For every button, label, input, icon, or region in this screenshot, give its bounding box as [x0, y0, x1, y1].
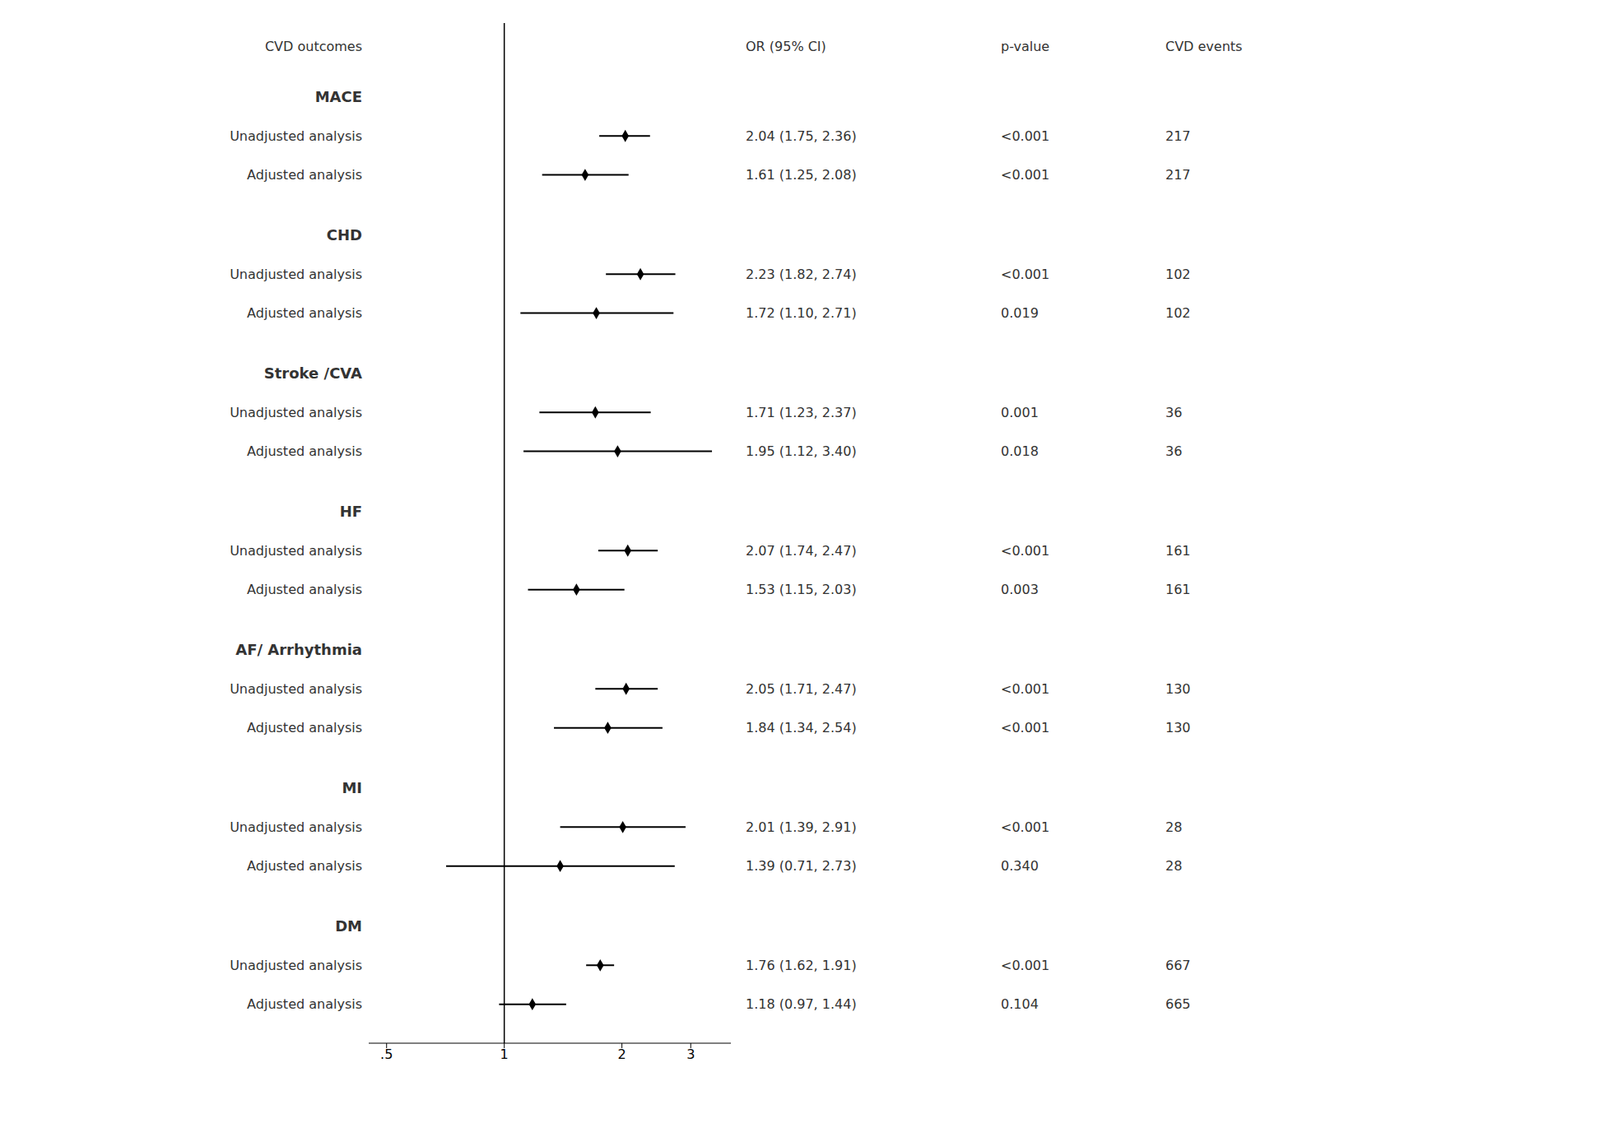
svg-text:Stroke /CVA: Stroke /CVA	[264, 364, 363, 382]
svg-text:Adjusted analysis: Adjusted analysis	[246, 858, 363, 875]
svg-text:MACE: MACE	[315, 88, 363, 106]
svg-text:1.95 (1.12, 3.40): 1.95 (1.12, 3.40)	[745, 443, 857, 460]
svg-text:Unadjusted analysis: Unadjusted analysis	[229, 266, 363, 283]
svg-text:1.61 (1.25, 2.08): 1.61 (1.25, 2.08)	[745, 167, 857, 183]
svg-text:1.84 (1.34, 2.54): 1.84 (1.34, 2.54)	[745, 720, 857, 736]
svg-text:2.04 (1.75, 2.36): 2.04 (1.75, 2.36)	[745, 128, 857, 145]
svg-text:Unadjusted analysis: Unadjusted analysis	[229, 404, 363, 421]
svg-text:<0.001: <0.001	[1000, 681, 1050, 698]
svg-text:<0.001: <0.001	[1000, 720, 1050, 736]
svg-text:Adjusted analysis: Adjusted analysis	[246, 167, 363, 183]
svg-text:2.05 (1.71, 2.47): 2.05 (1.71, 2.47)	[745, 681, 857, 698]
svg-text:<0.001: <0.001	[1000, 128, 1050, 145]
svg-text:Unadjusted analysis: Unadjusted analysis	[229, 819, 363, 836]
svg-text:DM: DM	[334, 917, 363, 935]
svg-text:28: 28	[1165, 819, 1182, 836]
svg-text:0.001: 0.001	[1000, 404, 1039, 421]
svg-text:<0.001: <0.001	[1000, 167, 1050, 183]
svg-text:1.53 (1.15, 2.03): 1.53 (1.15, 2.03)	[745, 581, 857, 598]
svg-text:CVD events: CVD events	[1165, 38, 1242, 55]
svg-text:CHD: CHD	[326, 226, 363, 244]
svg-text:Adjusted analysis: Adjusted analysis	[246, 443, 363, 460]
svg-text:<0.001: <0.001	[1000, 819, 1050, 836]
svg-text:36: 36	[1165, 404, 1182, 421]
svg-text:Adjusted analysis: Adjusted analysis	[246, 581, 363, 598]
svg-text:130: 130	[1165, 681, 1191, 698]
svg-text:217: 217	[1165, 167, 1191, 183]
svg-text:HF: HF	[339, 502, 363, 521]
svg-text:1.39 (0.71, 2.73): 1.39 (0.71, 2.73)	[745, 858, 857, 875]
svg-text:161: 161	[1165, 581, 1191, 598]
svg-text:Adjusted analysis: Adjusted analysis	[246, 305, 363, 321]
svg-text:0.019: 0.019	[1000, 305, 1039, 321]
svg-text:665: 665	[1165, 996, 1191, 1013]
svg-text:3: 3	[686, 1046, 695, 1063]
svg-text:Unadjusted analysis: Unadjusted analysis	[229, 958, 363, 974]
svg-text:Unadjusted analysis: Unadjusted analysis	[229, 128, 363, 145]
svg-text:OR (95% CI): OR (95% CI)	[745, 38, 827, 55]
svg-text:102: 102	[1165, 266, 1191, 283]
svg-text:1: 1	[500, 1046, 509, 1063]
svg-text:36: 36	[1165, 443, 1182, 460]
svg-text:161: 161	[1165, 543, 1191, 559]
svg-text:130: 130	[1165, 720, 1191, 736]
svg-text:CVD outcomes: CVD outcomes	[265, 38, 363, 55]
svg-text:Unadjusted analysis: Unadjusted analysis	[229, 681, 363, 698]
svg-text:0.003: 0.003	[1000, 581, 1039, 598]
svg-text:MI: MI	[341, 779, 363, 797]
svg-text:Adjusted analysis: Adjusted analysis	[246, 996, 363, 1013]
svg-text:0.018: 0.018	[1000, 443, 1039, 460]
svg-text:0.104: 0.104	[1000, 996, 1039, 1013]
svg-text:<0.001: <0.001	[1000, 266, 1050, 283]
svg-text:p-value: p-value	[1000, 38, 1050, 55]
svg-text:0.340: 0.340	[1000, 858, 1039, 875]
svg-text:102: 102	[1165, 305, 1191, 321]
svg-text:2.01 (1.39, 2.91): 2.01 (1.39, 2.91)	[745, 819, 857, 836]
svg-text:<0.001: <0.001	[1000, 543, 1050, 559]
svg-text:1.72 (1.10, 2.71): 1.72 (1.10, 2.71)	[745, 305, 857, 321]
svg-text:<0.001: <0.001	[1000, 958, 1050, 974]
svg-text:.5: .5	[380, 1046, 393, 1063]
svg-text:1.71 (1.23, 2.37): 1.71 (1.23, 2.37)	[745, 404, 857, 421]
svg-text:Unadjusted analysis: Unadjusted analysis	[229, 543, 363, 559]
svg-text:667: 667	[1165, 958, 1191, 974]
svg-text:Adjusted analysis: Adjusted analysis	[246, 720, 363, 736]
svg-text:28: 28	[1165, 858, 1182, 875]
svg-text:AF/ Arrhythmia: AF/ Arrhythmia	[235, 641, 363, 659]
svg-text:2.23 (1.82, 2.74): 2.23 (1.82, 2.74)	[745, 266, 857, 283]
svg-text:2: 2	[618, 1046, 627, 1063]
svg-text:2.07 (1.74, 2.47): 2.07 (1.74, 2.47)	[745, 543, 857, 559]
svg-text:1.76 (1.62, 1.91): 1.76 (1.62, 1.91)	[745, 958, 857, 974]
svg-text:1.18 (0.97, 1.44): 1.18 (0.97, 1.44)	[745, 996, 857, 1013]
svg-text:217: 217	[1165, 128, 1191, 145]
